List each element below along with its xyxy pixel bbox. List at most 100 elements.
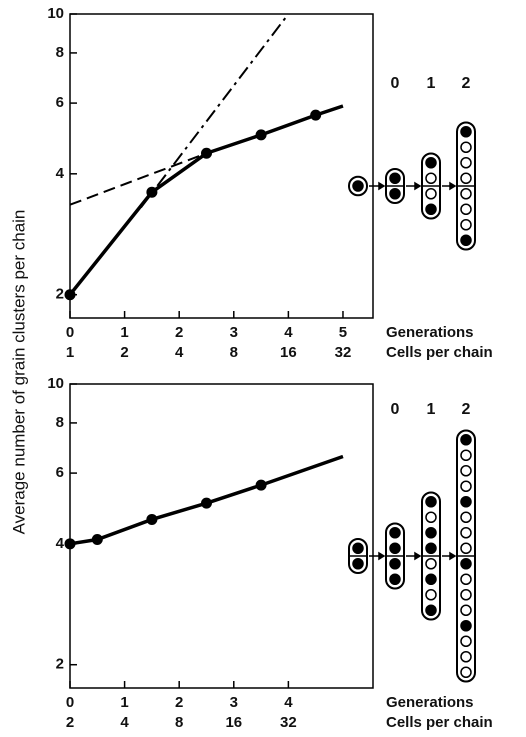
arrow <box>406 551 422 561</box>
x-axis-label: Generations <box>386 694 474 711</box>
x-tick-label: 0 <box>66 694 74 711</box>
cell <box>460 542 472 554</box>
cell <box>460 172 472 184</box>
cell <box>425 496 437 508</box>
arrow <box>406 181 422 191</box>
cell <box>425 203 437 215</box>
cell <box>460 635 472 647</box>
line <box>68 104 344 296</box>
cell <box>460 480 472 492</box>
arrow <box>369 181 386 191</box>
cell <box>460 234 472 246</box>
cell <box>460 434 472 446</box>
cell <box>460 126 472 138</box>
x-axis-label-2: Cells per chain <box>386 714 493 731</box>
marker <box>146 513 158 525</box>
arrow <box>442 551 457 561</box>
line <box>69 152 207 206</box>
cells-label: 1 <box>66 344 74 361</box>
marker <box>200 497 212 509</box>
generation-label: 1 <box>427 401 436 418</box>
cell <box>352 180 364 192</box>
line <box>140 13 290 208</box>
y-tick-label: 4 <box>56 165 65 182</box>
cell <box>425 542 437 554</box>
cell <box>460 141 472 153</box>
cells-label: 32 <box>280 714 297 731</box>
cell <box>460 449 472 461</box>
x-tick-label: 1 <box>120 694 128 711</box>
x-tick-label: 3 <box>230 694 238 711</box>
cell <box>425 157 437 169</box>
cell <box>460 511 472 523</box>
marker <box>255 129 267 141</box>
cells-label: 2 <box>120 344 128 361</box>
arrow <box>442 181 457 191</box>
x-tick-label: 4 <box>284 324 293 341</box>
cell <box>460 589 472 601</box>
cell <box>460 157 472 169</box>
cell <box>425 558 437 570</box>
y-tick-label: 2 <box>56 286 64 303</box>
cell <box>389 542 401 554</box>
cell <box>460 465 472 477</box>
cells-label: 4 <box>175 344 184 361</box>
marker <box>64 289 76 301</box>
y-tick-label: 2 <box>56 656 64 673</box>
marker <box>146 186 158 198</box>
cell <box>389 573 401 585</box>
y-tick-label: 6 <box>56 94 64 111</box>
x-tick-label: 5 <box>339 324 347 341</box>
cell <box>389 188 401 200</box>
y-tick-label: 4 <box>56 535 65 552</box>
arrow <box>369 551 386 561</box>
cell <box>425 589 437 601</box>
y-tick-label: 10 <box>47 5 64 22</box>
cell <box>460 496 472 508</box>
cell <box>460 666 472 678</box>
cell <box>352 558 364 570</box>
cell <box>389 527 401 539</box>
x-tick-label: 2 <box>175 324 183 341</box>
cell <box>389 558 401 570</box>
cell <box>460 651 472 663</box>
cell <box>425 511 437 523</box>
generation-label: 2 <box>462 75 471 92</box>
cell <box>425 188 437 200</box>
y-tick-label: 10 <box>47 375 64 392</box>
generation-label: 1 <box>427 75 436 92</box>
cell <box>460 527 472 539</box>
y-tick-label: 8 <box>56 414 64 431</box>
marker <box>91 534 103 546</box>
x-tick-label: 0 <box>66 324 74 341</box>
y-tick-label: 8 <box>56 44 64 61</box>
cell <box>389 172 401 184</box>
x-tick-label: 2 <box>175 694 183 711</box>
cell <box>460 188 472 200</box>
cells-label: 8 <box>230 344 238 361</box>
cells-label: 32 <box>335 344 352 361</box>
x-tick-label: 4 <box>284 694 293 711</box>
marker <box>64 538 76 550</box>
cells-label: 16 <box>225 714 242 731</box>
cell <box>425 527 437 539</box>
x-axis-label-2: Cells per chain <box>386 344 493 361</box>
cells-label: 16 <box>280 344 297 361</box>
cell <box>460 604 472 616</box>
plot-frame <box>69 383 374 689</box>
x-axis-label: Generations <box>386 324 474 341</box>
generation-label: 2 <box>462 401 471 418</box>
generation-label: 0 <box>391 401 400 418</box>
cells-label: 4 <box>120 714 129 731</box>
cell <box>460 203 472 215</box>
cell <box>460 620 472 632</box>
cell <box>425 604 437 616</box>
cells-label: 8 <box>175 714 183 731</box>
cell <box>460 219 472 231</box>
cells-label: 2 <box>66 714 74 731</box>
cell <box>460 573 472 585</box>
x-tick-label: 3 <box>230 324 238 341</box>
marker <box>255 479 267 491</box>
cell <box>425 172 437 184</box>
